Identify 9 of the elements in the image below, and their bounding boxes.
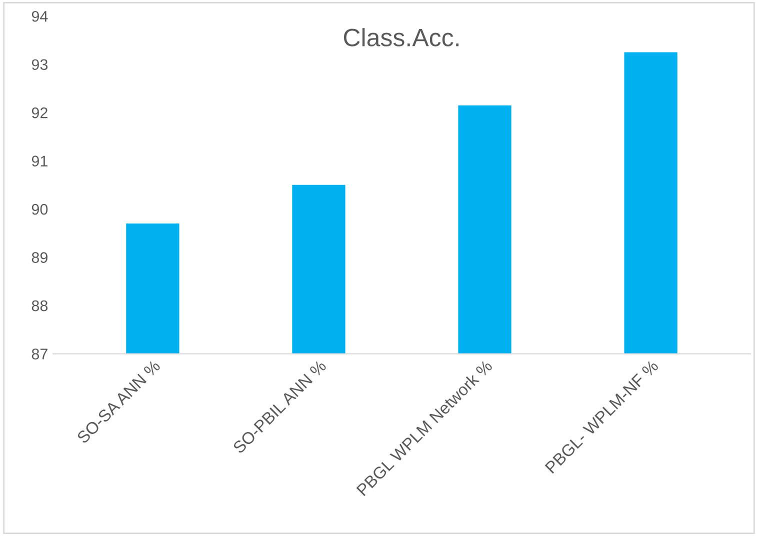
y-tick-label: 89 (32, 252, 48, 263)
y-tick-label: 90 (32, 204, 48, 215)
chart-title: Class.Acc. (344, 28, 458, 46)
y-tick-label: 88 (32, 300, 48, 312)
y-tick-label: 93 (32, 59, 48, 70)
y-tick-label: 94 (32, 10, 48, 22)
y-tick-label: 91 (32, 156, 48, 166)
y-tick-label: 92 (32, 107, 48, 118)
y-tick-label: 87 (32, 348, 48, 360)
